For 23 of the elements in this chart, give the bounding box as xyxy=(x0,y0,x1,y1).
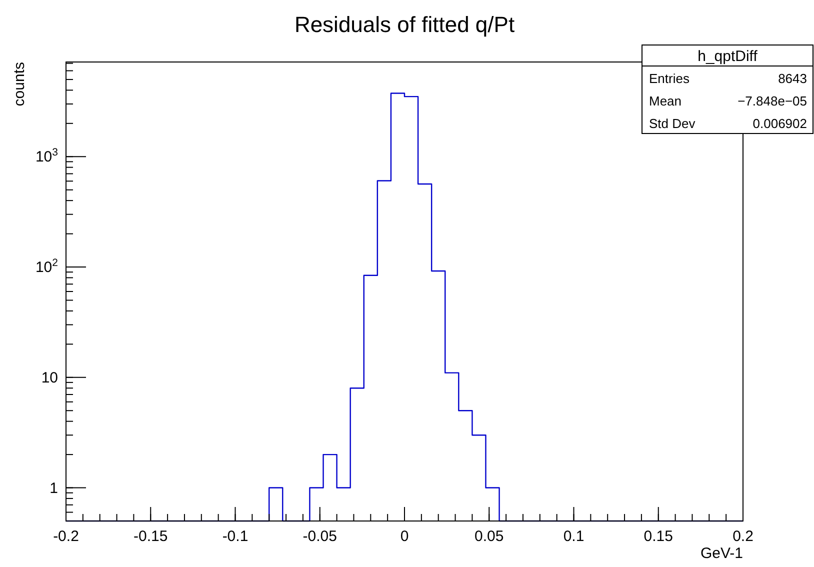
y-axis-title: counts xyxy=(11,62,28,106)
text: 8643 xyxy=(778,71,807,86)
x-tick-label: 0.2 xyxy=(732,528,754,545)
x-tick-label: -0.1 xyxy=(222,528,248,545)
annotation: Std Dev xyxy=(649,116,696,131)
annotation: h_qptDiff xyxy=(698,48,758,65)
x-tick-label: 0.1 xyxy=(563,528,584,545)
x-tick-label: 0 xyxy=(400,528,409,545)
annotation: Mean xyxy=(649,94,682,108)
x-tick-label: -0.2 xyxy=(53,528,79,545)
annotation: −7.848e−05 xyxy=(738,94,807,108)
y-tick-label: 10$^{3}$ xyxy=(35,146,58,166)
text: 0.006902 xyxy=(752,116,807,131)
y-tick-label: 10 xyxy=(41,369,58,386)
x-tick-label: 0.15 xyxy=(644,528,673,545)
y-tick-label: 10$^{2}$ xyxy=(35,257,58,276)
x-axis-title: GeV-1 xyxy=(700,545,743,562)
x-tick-label: 0.05 xyxy=(474,528,504,545)
annotation: Entries xyxy=(649,71,690,86)
chart-title: Residuals of fitted q/Pt xyxy=(294,12,515,37)
y-tick-label: 1 xyxy=(50,480,58,497)
x-tick-label: -0.05 xyxy=(302,528,337,545)
x-tick-label: -0.15 xyxy=(134,528,168,545)
